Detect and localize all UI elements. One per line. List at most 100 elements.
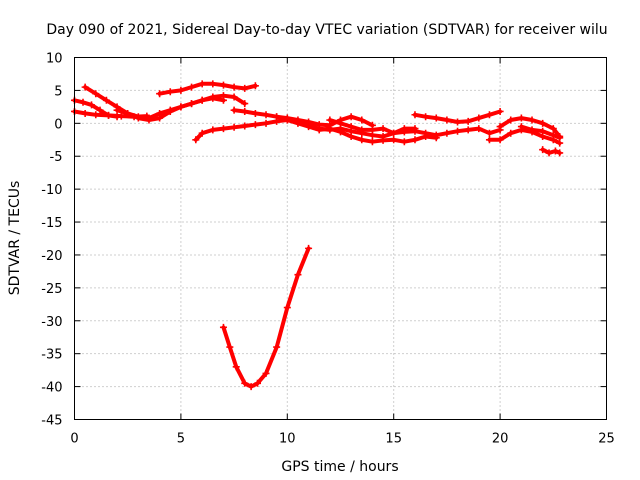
data-point (262, 111, 270, 119)
data-point (422, 113, 430, 121)
data-point (315, 126, 323, 134)
series-track-line (157, 81, 258, 96)
data-point (347, 132, 355, 140)
data-point (230, 83, 238, 91)
data-point (475, 125, 483, 133)
data-point (549, 125, 557, 133)
data-point (96, 106, 104, 114)
data-point (411, 111, 419, 119)
x-tick-label: 10 (279, 432, 296, 447)
data-point (305, 123, 313, 131)
data-point (358, 116, 366, 124)
data-point (454, 118, 462, 126)
data-point (400, 128, 408, 136)
data-point (102, 96, 110, 104)
x-tick-label: 25 (598, 432, 615, 447)
data-point (545, 149, 553, 157)
data-point (230, 93, 238, 101)
data-point (305, 244, 313, 252)
data-point (198, 80, 206, 88)
data-point (241, 379, 249, 387)
data-point (134, 114, 142, 122)
data-point (432, 114, 440, 122)
data-point (156, 114, 164, 122)
x-axis-label: GPS time / hours (281, 459, 398, 475)
data-point (347, 123, 355, 131)
data-point (454, 127, 462, 135)
data-point (485, 111, 493, 119)
data-point (262, 369, 270, 377)
data-point (517, 114, 525, 122)
data-point (254, 379, 262, 387)
y-tick-label: -40 (41, 381, 62, 396)
data-point (539, 119, 547, 127)
data-point (113, 106, 121, 114)
data-point (156, 90, 164, 98)
data-point (528, 126, 536, 134)
y-axis-label: SDTVAR / TECUs (7, 181, 23, 296)
data-point (188, 100, 196, 108)
data-point (551, 147, 559, 155)
data-point (432, 131, 440, 139)
series-track-p (219, 244, 313, 391)
data-point (539, 127, 547, 135)
data-point (283, 304, 291, 312)
data-point (368, 126, 376, 134)
data-point (145, 116, 153, 124)
data-point (411, 127, 419, 135)
data-point (209, 93, 217, 101)
y-tick-label: -30 (41, 315, 62, 330)
data-point (192, 136, 200, 144)
data-point (485, 136, 493, 144)
series-track-e (156, 80, 259, 98)
y-tick-label: 10 (46, 52, 63, 67)
series-track-f (192, 116, 291, 144)
data-point (209, 126, 217, 134)
data-point (273, 343, 281, 351)
data-point (177, 86, 185, 94)
data-point (443, 129, 451, 137)
x-tick-label: 5 (177, 432, 185, 447)
data-point (464, 117, 472, 125)
data-point (209, 80, 217, 88)
series-track-k (411, 107, 504, 126)
y-tick-label: 5 (54, 84, 62, 99)
data-point (251, 121, 259, 129)
y-tick-label: -10 (41, 183, 62, 198)
series-track-m (496, 114, 564, 140)
data-point (368, 138, 376, 146)
data-point (390, 129, 398, 137)
data-point (198, 129, 206, 137)
data-point (241, 100, 249, 108)
data-point (485, 129, 493, 137)
data-point (517, 123, 525, 131)
data-point (166, 88, 174, 96)
data-point (390, 136, 398, 144)
data-point (507, 116, 515, 124)
series-track-line (193, 118, 290, 142)
data-point (379, 136, 387, 144)
data-point (273, 113, 281, 121)
data-point (347, 113, 355, 121)
data-point (219, 323, 227, 331)
data-point (496, 123, 504, 131)
data-point (105, 111, 113, 119)
y-tick-label: -35 (41, 348, 62, 363)
data-point (166, 107, 174, 115)
data-point (198, 96, 206, 104)
data-point (219, 92, 227, 100)
data-point (92, 111, 100, 119)
data-point (283, 116, 291, 124)
y-tick-label: -45 (41, 414, 62, 429)
data-point (188, 83, 196, 91)
data-point (230, 123, 238, 131)
data-point (326, 116, 334, 124)
data-point (411, 136, 419, 144)
data-point (358, 136, 366, 144)
series-track-d (113, 92, 249, 124)
data-point (556, 149, 564, 157)
data-point (496, 107, 504, 115)
y-tick-label: 0 (54, 117, 62, 132)
chart-title: Day 090 of 2021, Sidereal Day-to-day VTE… (46, 22, 607, 38)
